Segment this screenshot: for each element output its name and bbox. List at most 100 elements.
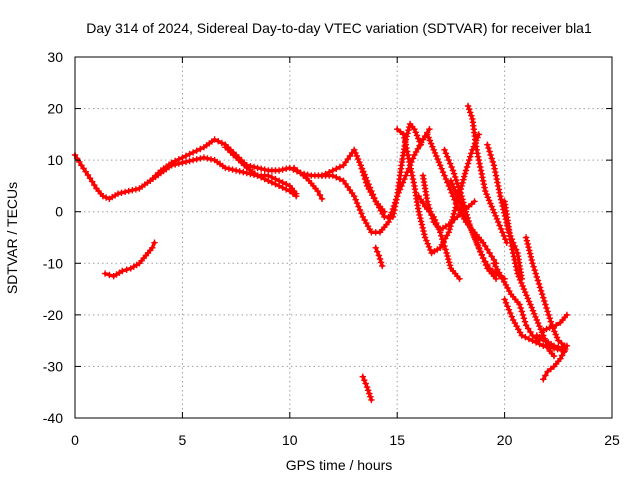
data-point (525, 244, 532, 251)
data-point (417, 196, 424, 203)
data-point (377, 259, 385, 266)
data-point (304, 171, 311, 178)
data-point (504, 303, 511, 310)
data-point (442, 175, 450, 183)
data-point (540, 376, 547, 383)
x-tick-label: 0 (71, 432, 79, 448)
data-point (404, 130, 411, 137)
data-point (428, 212, 435, 219)
data-point (336, 163, 344, 171)
data-point (496, 222, 503, 229)
series-line (103, 240, 157, 278)
series-arc-24 (359, 373, 375, 404)
data-point (421, 234, 429, 241)
data-point (371, 194, 378, 202)
data-point (532, 313, 539, 321)
data-point (314, 187, 321, 195)
data-point (553, 334, 561, 341)
data-point (362, 380, 369, 387)
data-point (353, 199, 361, 207)
data-point (524, 295, 531, 302)
data-point (444, 153, 451, 160)
data-point (247, 163, 254, 170)
data-point (351, 146, 358, 153)
data-point (441, 146, 448, 153)
data-point (275, 167, 283, 174)
data-point (250, 163, 258, 171)
data-point (487, 151, 494, 159)
data-point (439, 169, 447, 176)
data-point (442, 150, 450, 157)
data-point (454, 180, 461, 187)
data-point (551, 328, 558, 335)
data-point (542, 301, 549, 308)
data-point (254, 164, 261, 172)
data-point (470, 232, 477, 239)
y-axis-label: SDTVAR / TECUs (4, 182, 20, 294)
data-point (476, 160, 483, 167)
data-point (501, 296, 508, 303)
data-point (367, 393, 374, 400)
series-arc-3 (222, 144, 300, 200)
data-point (542, 372, 549, 379)
data-point (366, 390, 373, 397)
data-point (487, 200, 494, 207)
data-point (149, 244, 156, 251)
data-point (358, 210, 365, 217)
data-point (424, 198, 431, 205)
data-point (522, 322, 530, 329)
data-point (550, 342, 558, 349)
data-point (114, 190, 122, 197)
data-point (518, 332, 525, 339)
data-point (434, 155, 441, 163)
data-point (445, 182, 452, 190)
data-point (456, 198, 463, 205)
data-point (444, 179, 451, 186)
data-point (418, 221, 426, 228)
data-point (168, 162, 175, 169)
data-point (541, 297, 548, 305)
data-point (505, 306, 513, 313)
data-point (363, 177, 371, 184)
data-point (375, 252, 383, 259)
data-point (445, 156, 452, 164)
y-tick-label: -20 (43, 307, 63, 323)
data-point (426, 137, 433, 144)
data-point (484, 141, 491, 148)
data-point (529, 260, 536, 267)
data-point (82, 168, 89, 175)
x-tick-label: 5 (179, 432, 187, 448)
data-point (525, 335, 533, 343)
data-point (549, 323, 557, 330)
data-point (536, 323, 543, 330)
data-point (446, 226, 453, 233)
data-point (261, 166, 268, 173)
data-point (525, 325, 532, 332)
data-point (413, 132, 421, 139)
data-point (521, 318, 529, 325)
data-point (419, 136, 427, 143)
data-point (456, 275, 463, 282)
data-point (533, 273, 540, 281)
data-point (232, 167, 240, 174)
data-point (459, 205, 466, 212)
data-point (424, 240, 431, 247)
data-point (442, 246, 449, 253)
data-point (372, 244, 379, 251)
data-point (89, 178, 96, 185)
data-point (540, 294, 547, 301)
data-point (543, 304, 550, 312)
data-point (374, 248, 381, 255)
data-point (415, 208, 422, 215)
data-point (431, 149, 439, 157)
data-point (451, 196, 458, 203)
data-point (211, 136, 218, 143)
data-point (443, 249, 450, 257)
data-point (447, 186, 454, 193)
series-arc-17 (522, 234, 568, 349)
data-point (452, 173, 459, 181)
data-point (454, 194, 462, 202)
y-tick-label: -30 (43, 358, 63, 374)
data-point (553, 322, 560, 329)
